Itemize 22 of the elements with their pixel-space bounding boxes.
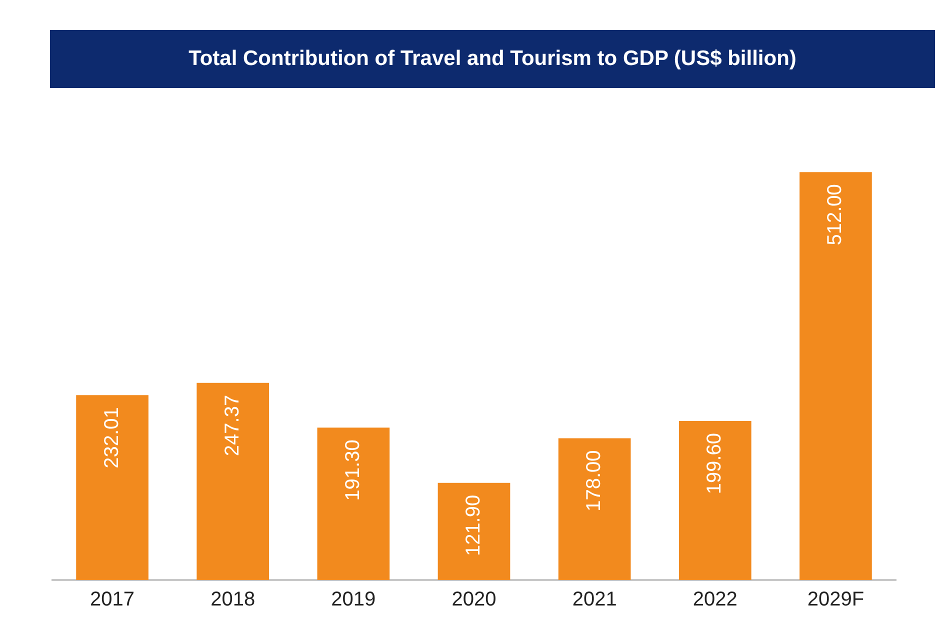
- data-label: 232.01: [100, 407, 123, 468]
- x-tick-label: 2017: [90, 588, 135, 611]
- bar: [558, 438, 631, 580]
- bar: [438, 482, 510, 580]
- bar: [678, 420, 752, 580]
- bar: [196, 382, 270, 580]
- data-label: 247.37: [221, 394, 244, 456]
- bar: [800, 172, 872, 580]
- x-tick-label: 2020: [452, 588, 496, 611]
- x-tick-label: 2021: [572, 588, 617, 611]
- data-label: 191.30: [342, 440, 364, 501]
- chart-title: Total Contribution of Travel and Tourism to GDP (US$ billion): [50, 30, 935, 88]
- data-label: 121.90: [462, 494, 485, 556]
- x-tick-label: 2019: [331, 588, 376, 611]
- data-label: 199.60: [704, 432, 726, 494]
- data-label: 178.00: [583, 450, 606, 512]
- data-label: 512.00: [824, 184, 846, 246]
- x-tick-label: 2022: [692, 588, 738, 611]
- bar: [317, 428, 390, 580]
- bar: [76, 395, 148, 580]
- x-tick-label: 2029F: [807, 588, 864, 611]
- x-tick-label: 2018: [210, 588, 256, 611]
